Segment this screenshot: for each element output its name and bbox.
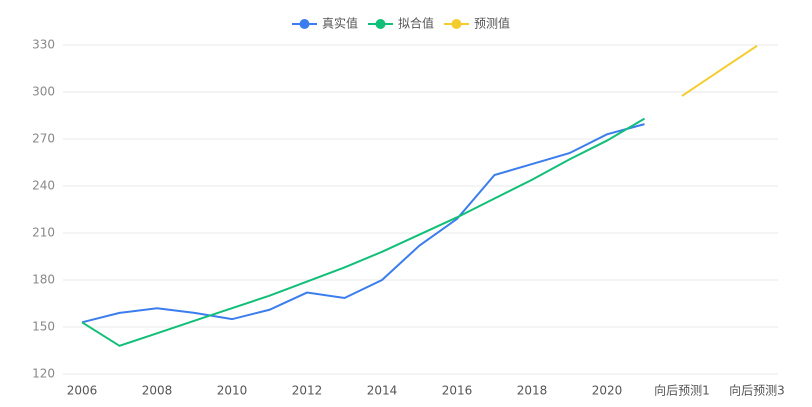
- legend-label[interactable]: 拟合值: [398, 16, 434, 31]
- legend-icon-dot: [375, 19, 386, 29]
- y-tick-label: 150: [32, 320, 55, 334]
- x-tick-label: 2010: [217, 384, 248, 398]
- y-tick-label: 180: [32, 273, 55, 287]
- x-tick-label: 2008: [142, 384, 173, 398]
- series-line: [81, 117, 646, 347]
- y-tick-label: 330: [32, 38, 55, 52]
- x-tick-label: 2012: [292, 384, 323, 398]
- y-tick-label: 240: [32, 179, 55, 193]
- legend-label[interactable]: 真实值: [322, 16, 358, 31]
- legend-icon-dot: [451, 19, 462, 29]
- y-tick-label: 300: [32, 85, 55, 99]
- x-tick-label: 2016: [442, 384, 473, 398]
- x-tick-label: 2020: [592, 384, 623, 398]
- y-tick-label: 270: [32, 132, 55, 146]
- legend-icon-dot: [299, 19, 310, 29]
- legend-label[interactable]: 预测值: [474, 16, 510, 31]
- x-tick-label: 向后预测3: [729, 383, 785, 398]
- x-tick-label: 2006: [67, 384, 98, 398]
- x-tick-label: 2018: [517, 384, 548, 398]
- x-tick-label: 向后预测1: [654, 383, 710, 398]
- y-tick-label: 120: [32, 367, 55, 381]
- series-line: [681, 44, 758, 97]
- x-tick-label: 2014: [367, 384, 398, 398]
- y-tick-label: 210: [32, 226, 55, 240]
- series-line: [81, 123, 645, 324]
